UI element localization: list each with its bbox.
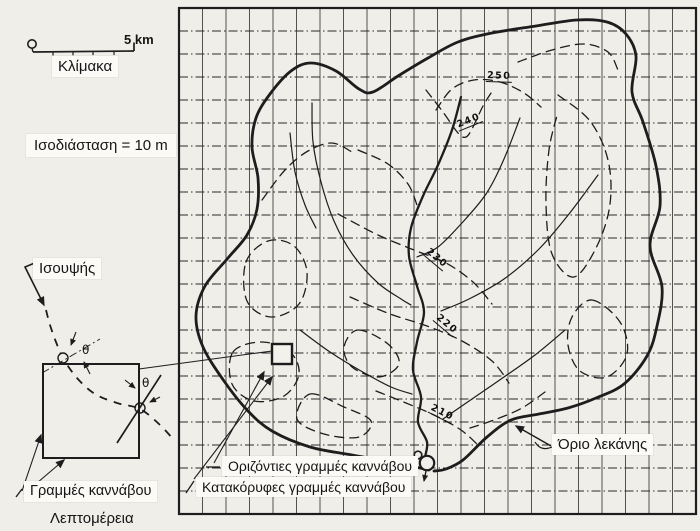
angle-theta-top: θ	[82, 343, 90, 357]
contour-line-dashed	[261, 142, 353, 201]
horizontal-grid-arrow	[213, 370, 265, 464]
contour-line-dashed	[295, 393, 373, 439]
basin-boundary-arrow	[514, 425, 552, 447]
scale-bar	[26, 38, 135, 56]
tributary-line	[416, 117, 521, 258]
vertical-grid-label: Κατακόρυφες γραμμές καννάβου	[196, 477, 412, 498]
scale-zero-marker	[26, 38, 37, 49]
angle-theta-right: θ	[142, 376, 150, 390]
contour-line-dashed	[425, 89, 494, 139]
scale-max-label: 5 km	[124, 32, 154, 47]
main-stream	[407, 95, 463, 466]
contour-line-dashed	[545, 94, 612, 278]
basin-content	[194, 18, 664, 473]
detail-contour-line	[45, 309, 175, 441]
detail-crossing-top	[57, 352, 69, 364]
basin-boundary	[194, 18, 664, 473]
outlet-circle	[418, 454, 436, 472]
contour-line-dashed	[242, 239, 308, 318]
tributary-line	[289, 132, 317, 229]
highlighted-grid-cell	[270, 342, 294, 366]
grid-lines-label: Γραμμές καννάβου	[24, 481, 158, 502]
contour-line-dashed	[337, 213, 493, 305]
horizontal-grid-label: Οριζόντιες γραμμές καννάβου	[222, 456, 419, 477]
contour-line-dashed	[517, 43, 619, 71]
detail-title: Λεπτομέρεια	[50, 510, 134, 527]
contour-label-250: 250	[485, 70, 513, 84]
tributary-line	[442, 329, 566, 420]
contour-line-dashed	[375, 390, 480, 447]
contour-line-dashed	[357, 149, 418, 206]
basin-boundary-label: Όριο λεκάνης	[552, 434, 654, 456]
detail-diagonal-line	[116, 374, 162, 444]
contour-line-dashed	[435, 78, 542, 111]
tributary-line	[299, 329, 413, 395]
grid-lines-bracket	[15, 488, 23, 498]
detail-leader-line	[138, 350, 273, 370]
contour-interval-label: Ισοδιάσταση = 10 m	[26, 134, 176, 158]
contour-line-dashed	[228, 341, 300, 403]
detail-crossing-right	[134, 402, 146, 414]
tributary-line	[440, 174, 599, 312]
map-border	[177, 6, 698, 516]
contour-line-dashed	[343, 329, 400, 378]
detail-inset	[15, 309, 175, 498]
contour-line-label: Ισουψής	[33, 258, 102, 280]
detail-cell-square	[42, 363, 140, 459]
scale-title: Κλίμακα	[52, 56, 119, 78]
contour-line-dashed	[566, 299, 629, 379]
vertical-grid-arrow	[193, 375, 273, 480]
contour-line-dashed	[349, 296, 510, 384]
tributary-line	[311, 102, 412, 306]
